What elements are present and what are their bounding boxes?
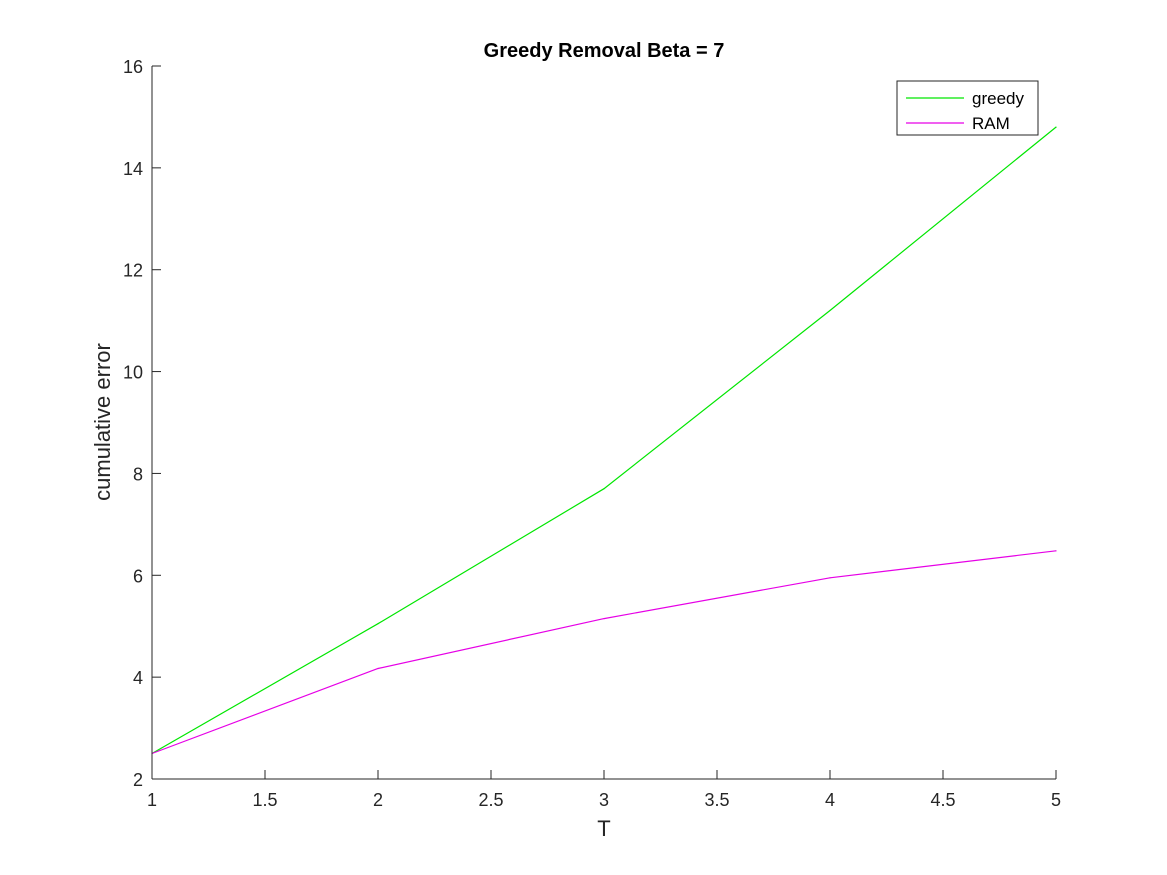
chart-title: Greedy Removal Beta = 7 bbox=[484, 40, 725, 62]
x-tick-label: 5 bbox=[1051, 790, 1061, 810]
data-point-greedy bbox=[829, 309, 831, 312]
legend: greedy RAM bbox=[896, 80, 1039, 136]
legend-box bbox=[896, 80, 1039, 136]
series-line-ram bbox=[151, 550, 1057, 755]
data-point-ram bbox=[603, 617, 605, 620]
series-line-greedy bbox=[151, 126, 1057, 755]
y-tick-label: 4 bbox=[133, 668, 143, 688]
y-tick-label: 10 bbox=[123, 363, 143, 383]
legend-items: greedy RAM bbox=[906, 89, 1024, 133]
legend-label-greedy: greedy bbox=[972, 89, 1024, 108]
x-tick-label: 1 bbox=[147, 790, 157, 810]
x-tick-label: 4 bbox=[825, 790, 835, 810]
data-point-ram bbox=[829, 577, 831, 579]
data-point-ram bbox=[377, 667, 379, 670]
y-tick-label: 14 bbox=[123, 159, 143, 179]
data-point-greedy bbox=[377, 623, 379, 625]
ticks-layer: 1 1.5 2 2.5 3 3.5 4 4.5 5 2 4 6 8 10 12 14 16 bbox=[123, 57, 1061, 810]
x-tick-label: 4.5 bbox=[930, 790, 955, 810]
x-axis-title: T bbox=[597, 816, 610, 841]
data-point-greedy bbox=[603, 488, 605, 490]
x-tick-label: 3.5 bbox=[704, 790, 729, 810]
x-tick-label: 2 bbox=[373, 790, 383, 810]
y-tick-label: 12 bbox=[123, 261, 143, 281]
y-tick-label: 16 bbox=[123, 57, 143, 77]
x-tick-label: 2.5 bbox=[478, 790, 503, 810]
series-layer bbox=[151, 126, 1057, 755]
y-tick-label: 8 bbox=[133, 464, 143, 484]
legend-label-ram: RAM bbox=[972, 114, 1010, 133]
y-tick-label: 2 bbox=[133, 770, 143, 790]
x-tick-label: 3 bbox=[599, 790, 609, 810]
data-point-greedy bbox=[1055, 126, 1057, 128]
axes-layer bbox=[151, 66, 1056, 780]
y-axis-title: cumulative error bbox=[90, 343, 115, 501]
x-tick-label: 1.5 bbox=[252, 790, 277, 810]
data-point-ram bbox=[1055, 550, 1057, 552]
y-tick-label: 6 bbox=[133, 566, 143, 586]
